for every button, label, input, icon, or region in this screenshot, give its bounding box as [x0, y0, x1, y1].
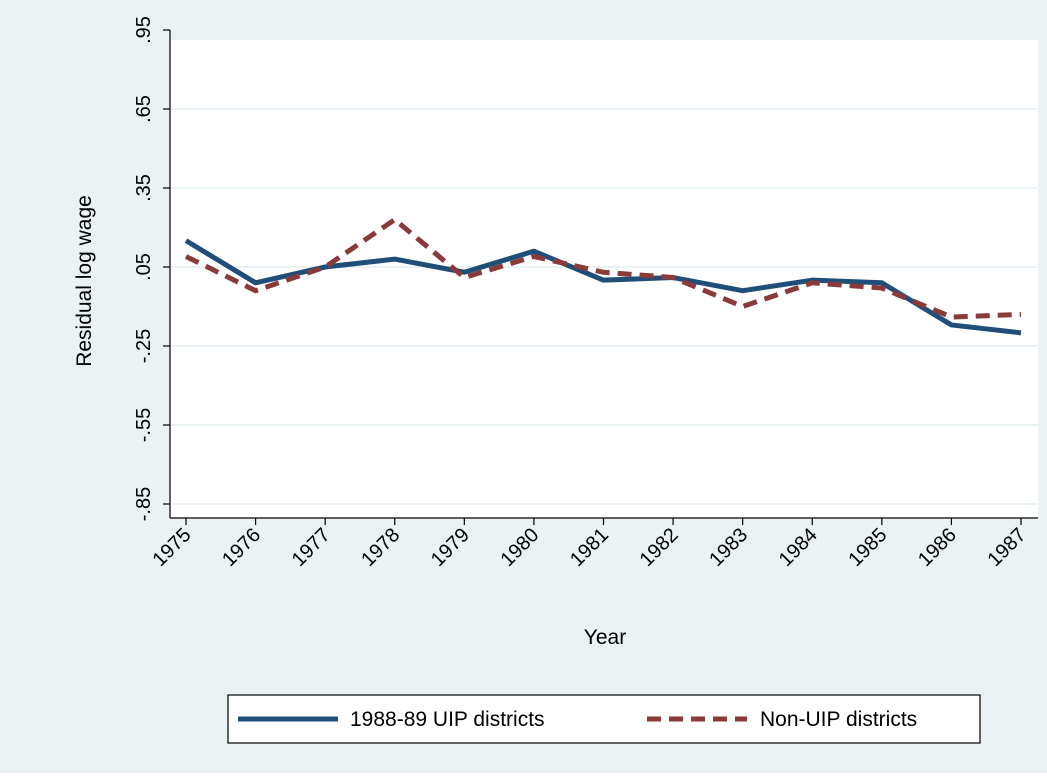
y-tick-label: -.25 — [133, 329, 155, 363]
x-axis-label: Year — [584, 626, 626, 649]
y-tick-label: .65 — [133, 95, 155, 123]
legend-label-uip: 1988-89 UIP districts — [350, 708, 545, 731]
y-tick-label: -.85 — [133, 487, 155, 521]
y-axis-label: Residual log wage — [73, 195, 96, 367]
y-tick-label: .35 — [133, 174, 155, 202]
legend: 1988-89 UIP districts Non-UIP districts — [228, 695, 980, 743]
legend-label-non-uip: Non-UIP districts — [760, 708, 917, 731]
y-tick-label: .95 — [133, 16, 155, 44]
y-tick-label: -.55 — [133, 408, 155, 442]
y-tick-label: .05 — [133, 253, 155, 281]
